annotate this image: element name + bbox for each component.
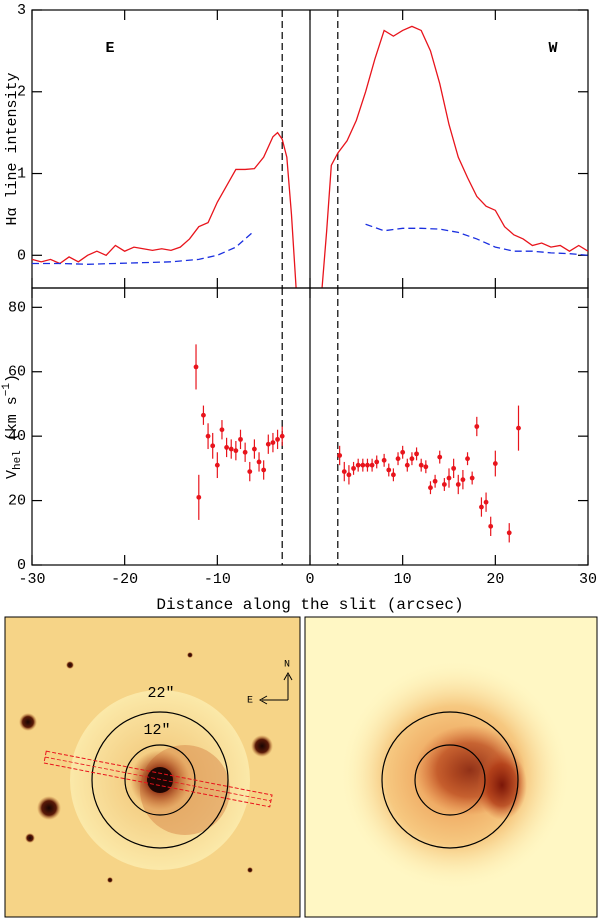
y-axis-label-part: −1 (1, 383, 13, 397)
annotation: W (548, 40, 557, 57)
data-point (261, 467, 267, 473)
y-tick-label: 2 (17, 84, 26, 101)
data-point (238, 436, 243, 442)
x-tick-label: 30 (579, 571, 597, 588)
data-point (428, 485, 433, 491)
y-tick-label: 20 (8, 493, 26, 510)
compass-label: E (247, 696, 253, 707)
y-axis-label-part: V (4, 470, 21, 479)
y-axis-label-part: ) (4, 374, 21, 383)
circle-label: 22" (147, 685, 174, 702)
y-tick-label: 3 (17, 2, 26, 19)
data-point (346, 472, 352, 478)
data-point (219, 427, 225, 433)
y-tick-label: 80 (8, 299, 26, 316)
data-point (337, 453, 343, 458)
data-point (492, 461, 498, 466)
y-axis-label-part: (km s (4, 396, 21, 450)
data-point (516, 425, 521, 431)
data-point (409, 456, 415, 462)
image-frame (304, 616, 598, 918)
x-tick-label: 10 (394, 571, 412, 588)
circle-label: 12" (143, 722, 170, 739)
sky-image (5, 617, 300, 917)
data-point (341, 469, 347, 474)
x-tick-label: 20 (486, 571, 504, 588)
data-point (479, 504, 484, 510)
panel: -30 -20 -10 0 10 20 30 0 20 40 60 80 Vhel (km s−1) Di… (1, 287, 597, 614)
y-tick-label: 1 (17, 165, 26, 182)
x-axis-label: Distance along the slit (arcsec) (156, 596, 463, 614)
y-axis-label: Vhel (km s−1) (1, 374, 24, 479)
data-point (210, 443, 216, 449)
data-point (391, 472, 396, 478)
data-point (201, 412, 206, 418)
data-point (465, 456, 470, 462)
data-point (270, 440, 276, 446)
data-point (275, 436, 280, 442)
panel: 0 1 2 3 Hα line intensity E W (4, 2, 589, 289)
image-frame (4, 616, 301, 918)
data-point (224, 445, 230, 450)
data-point (256, 459, 262, 465)
data-point (423, 464, 429, 470)
data-point (437, 454, 443, 460)
data-point (441, 482, 447, 487)
data-point (418, 462, 424, 468)
data-point (404, 462, 410, 468)
data-point (196, 494, 202, 500)
data-point (355, 462, 361, 468)
y-tick-label: 0 (17, 247, 26, 264)
data-point (374, 459, 380, 465)
data-point (432, 478, 438, 484)
halpha-image (305, 617, 597, 917)
y-tick-label: 60 (8, 364, 26, 381)
data-point (351, 465, 356, 471)
compass-label: N (284, 660, 290, 671)
data-point (193, 364, 199, 370)
data-point (483, 499, 489, 505)
data-point (228, 446, 234, 452)
line-series (31, 25, 589, 289)
data-point (386, 467, 392, 473)
y-axis-label: Hα line intensity (4, 72, 21, 225)
data-point (400, 449, 406, 455)
data-point (242, 449, 248, 455)
data-point (474, 424, 480, 429)
data-point (488, 523, 494, 529)
data-point (205, 433, 211, 439)
data-point (233, 448, 239, 454)
data-point (369, 462, 375, 468)
y-tick-label: 0 (17, 557, 26, 574)
data-point (279, 433, 285, 439)
y-axis-label-part: hel (12, 450, 24, 470)
x-tick-label: -10 (204, 571, 231, 588)
data-point (214, 462, 220, 468)
x-tick-label: 0 (305, 571, 314, 588)
data-point (365, 462, 370, 468)
data-point (252, 446, 257, 452)
data-point (460, 477, 466, 483)
data-point (414, 451, 419, 457)
x-tick-label: -30 (18, 571, 45, 588)
data-point (446, 475, 452, 481)
data-point (265, 441, 271, 447)
annotation: E (105, 40, 114, 57)
data-point (451, 465, 457, 471)
data-point (506, 530, 512, 536)
data-point (360, 462, 366, 468)
line-series (32, 223, 589, 265)
data-point (469, 475, 475, 481)
y-tick-label: 40 (8, 428, 26, 445)
data-point (395, 456, 401, 462)
data-point (455, 482, 461, 487)
x-tick-label: -20 (111, 571, 138, 588)
data-point (381, 457, 387, 463)
data-point (247, 469, 253, 474)
